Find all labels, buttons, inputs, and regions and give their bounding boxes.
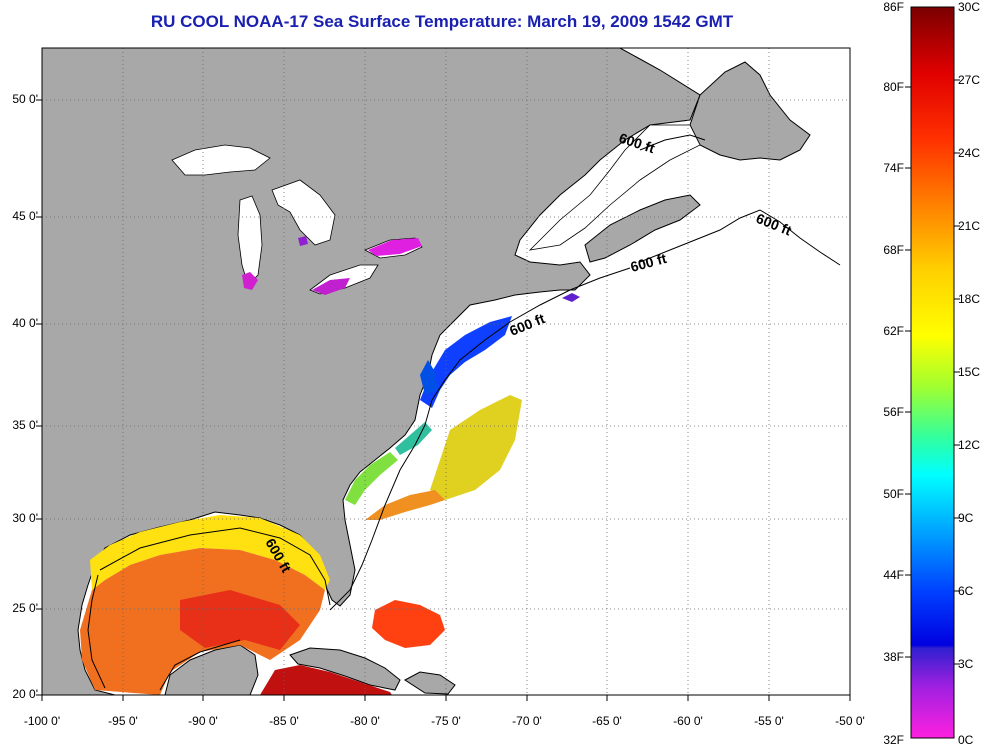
colorbar-c-label: 18C bbox=[958, 292, 981, 306]
land-cuba bbox=[289, 647, 401, 691]
colorbar-f-label: 62F bbox=[883, 324, 904, 338]
lake-temp-huron bbox=[298, 236, 308, 246]
sst-gulf-shelf bbox=[90, 515, 330, 590]
colorbar-f-label: 68F bbox=[883, 243, 904, 257]
lon-label: -55 0' bbox=[754, 714, 784, 728]
lon-label: -50 0' bbox=[835, 714, 865, 728]
lon-label: -100 0' bbox=[23, 714, 61, 728]
lon-label: -60 0' bbox=[673, 714, 703, 728]
colorbar-c-label: 24C bbox=[958, 146, 981, 160]
colorbar-c-label: 21C bbox=[958, 219, 981, 233]
lat-label: 25 0' bbox=[12, 601, 38, 615]
sst-bahamas bbox=[372, 600, 445, 648]
depth-contour-600ft bbox=[87, 134, 841, 691]
lake-temp-erie bbox=[312, 278, 350, 295]
colorbar-f-label: 50F bbox=[883, 487, 904, 501]
sst-mid-atlantic-cold bbox=[420, 316, 512, 408]
lon-label: -85 0' bbox=[269, 714, 299, 728]
lat-label: 20 0' bbox=[12, 687, 38, 701]
colorbar-c-label: 12C bbox=[958, 438, 981, 452]
colorbar-c-label: 3C bbox=[958, 657, 974, 671]
sst-georgia-band bbox=[345, 452, 398, 505]
lake-temp-michigan bbox=[242, 272, 258, 290]
sst-chesapeake bbox=[420, 360, 438, 395]
gulf-maine-temp bbox=[562, 293, 580, 302]
map-title: RU COOL NOAA-17 Sea Surface Temperature:… bbox=[150, 12, 734, 31]
lake-superior bbox=[171, 144, 271, 176]
sst-offshore-orange bbox=[365, 490, 445, 520]
lat-label: 35 0' bbox=[12, 418, 38, 432]
colorbar bbox=[910, 6, 955, 739]
lon-label: -75 0' bbox=[431, 714, 461, 728]
axis-ticks bbox=[36, 99, 851, 701]
land-hispaniola bbox=[404, 671, 456, 695]
colorbar-f-label: 56F bbox=[883, 405, 904, 419]
lon-label: -80 0' bbox=[350, 714, 380, 728]
graticule bbox=[42, 48, 850, 695]
sst-caribbean bbox=[260, 665, 392, 695]
colorbar-c-label: 9C bbox=[958, 511, 974, 525]
colorbar-c-label: 15C bbox=[958, 365, 981, 379]
colorbar-c-label: 27C bbox=[958, 73, 981, 87]
lat-label: 50 0' bbox=[12, 92, 38, 106]
lake-temp-ontario bbox=[368, 238, 422, 256]
sst-offshore-yellow bbox=[430, 395, 522, 500]
lon-label: -70 0' bbox=[512, 714, 542, 728]
colorbar-f-label: 74F bbox=[883, 161, 904, 175]
colorbar-f-label: 86F bbox=[883, 0, 904, 14]
lat-label: 30 0' bbox=[12, 511, 38, 525]
colorbar-f-label: 44F bbox=[883, 568, 904, 582]
colorbar-f-label: 32F bbox=[883, 733, 904, 747]
lon-label: -65 0' bbox=[592, 714, 622, 728]
lat-label: 45 0' bbox=[12, 209, 38, 223]
colorbar-ticks bbox=[905, 79, 960, 665]
lon-label: -90 0' bbox=[188, 714, 218, 728]
colorbar-c-label: 0C bbox=[958, 733, 974, 747]
colorbar-c-label: 30C bbox=[958, 0, 981, 14]
land-nova-scotia bbox=[584, 194, 701, 263]
sst-gulf-south-red bbox=[180, 590, 300, 650]
colorbar-f-label: 38F bbox=[883, 650, 904, 664]
land-newfoundland bbox=[689, 61, 811, 161]
lat-label: 40 0' bbox=[12, 316, 38, 330]
lon-label: -95 0' bbox=[108, 714, 138, 728]
colorbar-c-label: 6C bbox=[958, 584, 974, 598]
st-lawrence-estuary bbox=[528, 124, 701, 251]
colorbar-f-label: 80F bbox=[883, 80, 904, 94]
map-content bbox=[42, 48, 811, 695]
lake-michigan bbox=[237, 195, 263, 286]
